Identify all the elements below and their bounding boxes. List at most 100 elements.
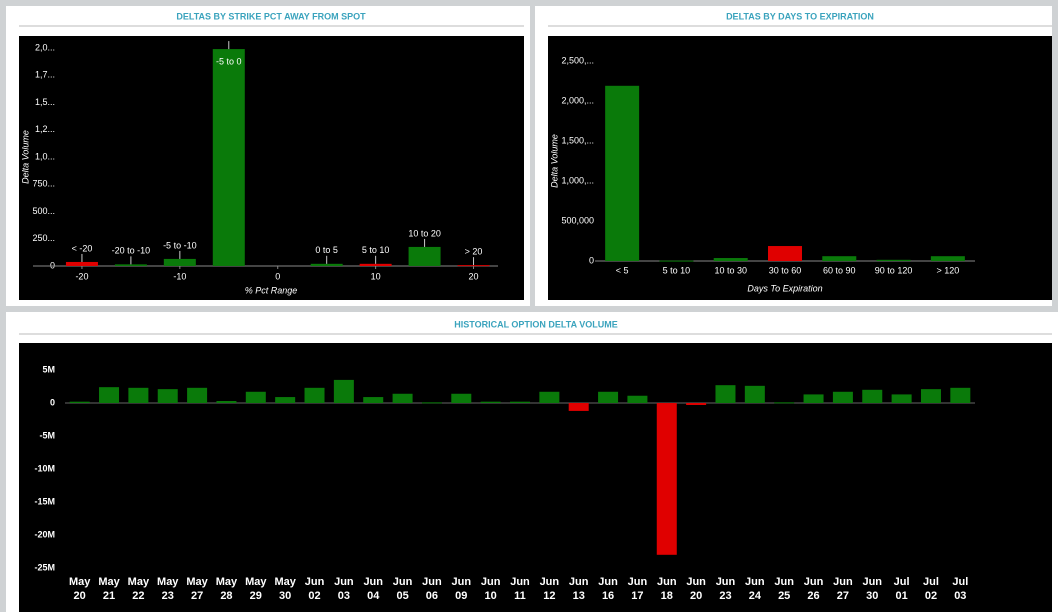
x-tick-label: May 29 — [245, 576, 267, 602]
x-tick-label: Jun 18 — [656, 576, 677, 602]
y-tick-label: 2,0... — [35, 42, 55, 52]
bar — [157, 389, 178, 403]
bar — [275, 397, 296, 403]
bar — [421, 402, 442, 404]
y-tick-label: 500,000 — [561, 215, 594, 225]
bar — [832, 391, 853, 403]
bar — [480, 401, 501, 403]
y-tick-label: -5M — [40, 430, 56, 440]
x-tick-label: Jun 09 — [451, 576, 472, 602]
x-tick-label: Jun 02 — [304, 576, 325, 602]
plot-area — [19, 36, 524, 300]
x-tick-label: 10 to 30 — [714, 265, 747, 275]
x-tick-label: May 30 — [274, 576, 296, 602]
bar-label: -5 to -10 — [163, 240, 197, 250]
chart-title: DELTAS BY DAYS TO EXPIRATION — [726, 11, 874, 21]
bar — [656, 403, 677, 555]
y-tick-label: 1,7... — [35, 70, 55, 80]
bar — [822, 256, 857, 261]
bar — [114, 264, 147, 266]
bar — [128, 387, 149, 403]
x-tick-label: Jun 13 — [568, 576, 589, 602]
x-tick-label: Jun 30 — [862, 576, 883, 602]
bar — [216, 401, 237, 403]
bar — [457, 265, 490, 267]
x-tick-label: Jun 04 — [363, 576, 383, 602]
x-tick-label: Jun 11 — [510, 576, 530, 602]
y-axis-title: Delta Volume — [549, 134, 559, 188]
bar — [392, 393, 413, 403]
x-tick-label: -20 — [75, 271, 88, 281]
bar — [774, 402, 795, 404]
x-tick-label: Jun 20 — [686, 576, 706, 602]
bar — [99, 387, 120, 403]
x-tick-label: 90 to 120 — [875, 265, 913, 275]
y-tick-label: 750... — [32, 179, 55, 189]
bar — [363, 397, 384, 403]
bar — [715, 385, 736, 403]
chart-title: DELTAS BY STRIKE PCT AWAY FROM SPOT — [176, 11, 366, 21]
x-tick-label: Jun 12 — [539, 576, 560, 602]
bar-label: < -20 — [72, 243, 93, 253]
bar — [713, 258, 748, 261]
bar — [408, 246, 441, 266]
y-tick-label: 500... — [32, 206, 55, 216]
bar — [304, 387, 325, 403]
x-tick-label: Jul 01 — [893, 576, 910, 602]
x-tick-label: Jun 27 — [833, 576, 853, 602]
bar — [803, 394, 824, 403]
y-tick-label: 1,2... — [35, 124, 55, 134]
bar — [605, 85, 640, 261]
y-tick-label: 1,500,... — [561, 135, 594, 145]
x-tick-label: Jun 25 — [774, 576, 794, 602]
y-tick-label: -10M — [34, 463, 55, 473]
y-tick-label: -20M — [34, 529, 55, 539]
x-tick-label: May 27 — [186, 576, 208, 602]
y-tick-label: 1,5... — [35, 97, 55, 107]
x-tick-label: 10 — [371, 271, 381, 281]
x-tick-label: Jun 16 — [598, 576, 618, 602]
bar — [686, 403, 707, 405]
bar — [310, 263, 343, 266]
bar — [627, 395, 648, 403]
y-tick-label: 2,500,... — [561, 55, 594, 65]
bar — [950, 387, 971, 403]
bar — [744, 385, 765, 403]
bar — [333, 379, 354, 403]
y-tick-label: 1,0... — [35, 151, 55, 161]
x-tick-label: Jun 10 — [480, 576, 501, 602]
x-tick-label: May 28 — [215, 576, 238, 602]
x-tick-label: May 21 — [98, 576, 120, 602]
bar-label: -5 to 0 — [216, 56, 242, 66]
x-axis-title: % Pct Range — [245, 285, 298, 295]
bar-label: > 20 — [465, 247, 483, 257]
bar — [598, 391, 619, 403]
bar — [539, 391, 560, 403]
x-tick-label: 60 to 90 — [823, 265, 856, 275]
x-tick-label: Jul 03 — [952, 576, 969, 602]
bar — [568, 403, 589, 411]
y-tick-label: 0 — [50, 260, 55, 270]
bar-label: 10 to 20 — [408, 228, 441, 238]
y-tick-label: -15M — [34, 496, 55, 506]
y-tick-label: 5M — [42, 364, 55, 374]
x-tick-label: Jun 05 — [392, 576, 413, 602]
x-tick-label: May 22 — [127, 576, 150, 602]
bar-label: -20 to -10 — [112, 246, 151, 256]
bar — [212, 49, 245, 267]
x-tick-label: Jul 02 — [923, 576, 939, 602]
x-tick-label: 30 to 60 — [769, 265, 802, 275]
x-tick-label: May 23 — [157, 576, 179, 602]
y-tick-label: 250... — [32, 233, 55, 243]
y-tick-label: 2,000,... — [561, 95, 594, 105]
bar — [876, 259, 911, 261]
x-tick-label: Jun 23 — [715, 576, 736, 602]
x-tick-label: > 120 — [936, 265, 959, 275]
x-tick-label: 5 to 10 — [663, 265, 691, 275]
bar-label: 5 to 10 — [362, 245, 390, 255]
x-axis-title: Days To Expiration — [747, 283, 822, 293]
x-tick-label: -10 — [173, 271, 186, 281]
bar — [510, 401, 530, 403]
